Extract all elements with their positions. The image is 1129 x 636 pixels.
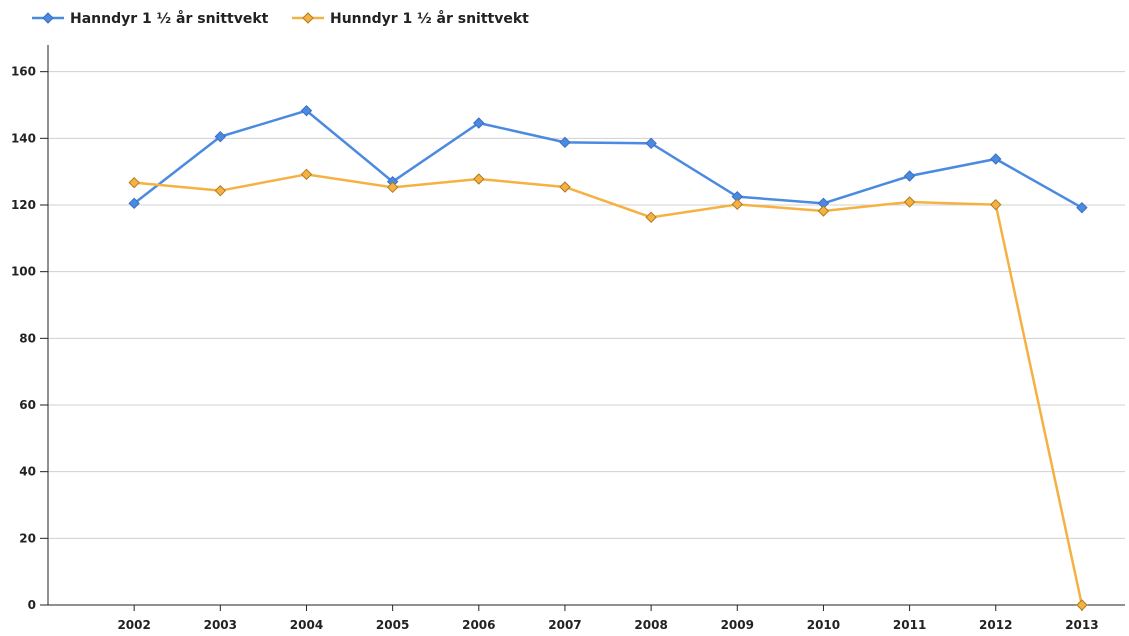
marker xyxy=(645,137,657,150)
legend-marker xyxy=(42,12,54,24)
y-tick-label: 140 xyxy=(11,131,36,145)
y-tick-label: 160 xyxy=(11,65,36,79)
x-tick-label: 2012 xyxy=(979,618,1012,632)
marker xyxy=(1076,599,1088,611)
marker xyxy=(473,117,485,129)
legend-text: Hunndyr 1 ½ år snittvekt xyxy=(330,10,529,27)
x-tick-label: 2013 xyxy=(1065,618,1098,632)
marker xyxy=(386,181,399,194)
marker xyxy=(559,136,571,149)
x-tick-label: 2007 xyxy=(548,618,581,632)
marker xyxy=(559,181,571,193)
marker xyxy=(300,104,313,117)
marker xyxy=(990,198,1002,211)
legend-marker xyxy=(302,12,314,24)
series-line xyxy=(133,109,1083,209)
x-tick-label: 2005 xyxy=(376,618,409,632)
x-tick-label: 2002 xyxy=(117,618,150,632)
x-tick-label: 2004 xyxy=(290,618,323,632)
marker xyxy=(903,170,916,182)
marker xyxy=(645,211,657,224)
y-tick-label: 0 xyxy=(28,598,36,612)
x-tick-label: 2010 xyxy=(807,618,840,632)
y-tick-label: 120 xyxy=(11,198,36,212)
marker xyxy=(990,153,1002,165)
marker xyxy=(214,184,227,197)
marker xyxy=(214,130,227,143)
y-tick-label: 40 xyxy=(19,465,36,479)
y-tick-label: 60 xyxy=(19,398,36,412)
marker xyxy=(128,197,140,210)
x-tick-label: 2008 xyxy=(634,618,667,632)
marker xyxy=(473,173,485,185)
x-tick-label: 2009 xyxy=(721,618,754,632)
y-tick-label: 80 xyxy=(19,331,36,345)
legend-text: Hanndyr 1 ½ år snittvekt xyxy=(70,10,269,27)
marker xyxy=(817,205,830,217)
y-tick-label: 20 xyxy=(19,531,36,545)
x-tick-label: 2003 xyxy=(204,618,237,632)
marker xyxy=(903,196,916,208)
marker xyxy=(731,198,743,211)
marker xyxy=(128,176,140,189)
series-line xyxy=(134,173,1084,606)
y-tick-label: 100 xyxy=(11,265,36,279)
x-tick-label: 2011 xyxy=(893,618,926,632)
marker xyxy=(1076,201,1088,214)
marker xyxy=(300,168,313,181)
x-tick-label: 2006 xyxy=(462,618,495,632)
